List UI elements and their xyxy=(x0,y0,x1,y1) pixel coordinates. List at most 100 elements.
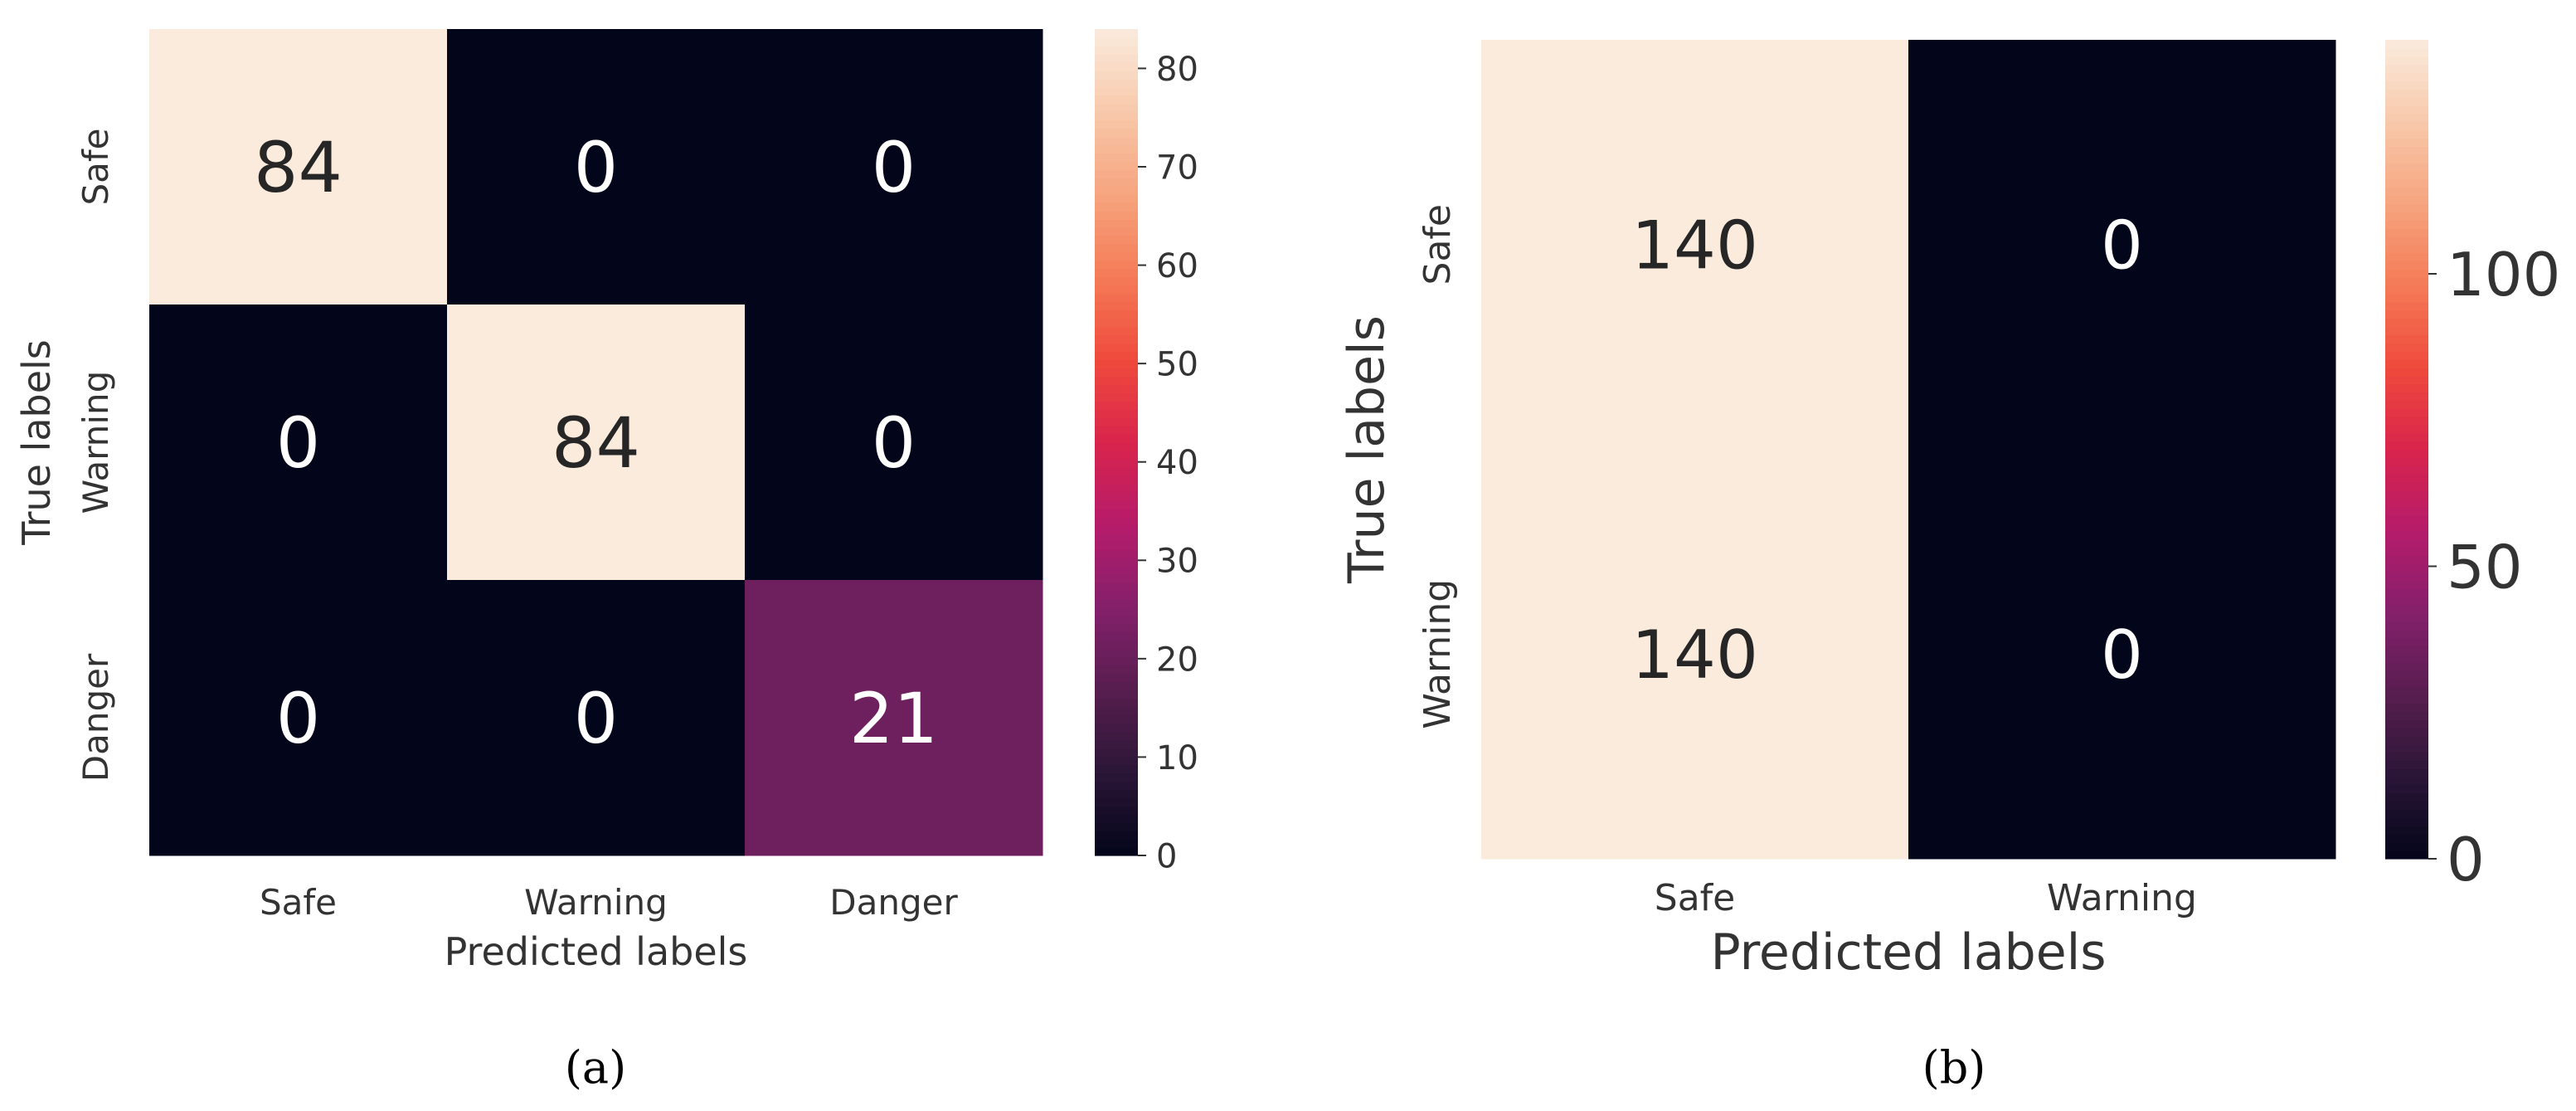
colorbar-segment xyxy=(2385,56,2428,66)
colorbar-segment xyxy=(2385,711,2428,720)
colorbar-segment xyxy=(1095,161,1138,170)
colorbar-segment xyxy=(1095,343,1138,353)
colorbar-segment xyxy=(1095,111,1138,121)
colorbar-segment xyxy=(2385,212,2428,221)
colorbar-segment xyxy=(2385,474,2428,483)
colorbar-segment xyxy=(1095,673,1138,683)
colorbar-segment xyxy=(2385,195,2428,204)
colorbar-segment xyxy=(1095,243,1138,253)
colorbar-tick-label: 60 xyxy=(1156,247,1198,285)
colorbar-segment xyxy=(1095,78,1138,88)
colorbar-segment xyxy=(1095,301,1138,311)
colorbar-segment xyxy=(2385,334,2428,344)
colorbar-segment xyxy=(1095,29,1138,38)
colorbar-segment xyxy=(1095,839,1138,848)
colorbar-segment xyxy=(2385,694,2428,704)
heatmap-cell xyxy=(1481,449,1909,860)
colorbar-segment xyxy=(1095,748,1138,758)
cell-value-label: 0 xyxy=(2101,207,2143,285)
colorbar-segment xyxy=(2385,801,2428,811)
colorbar-segment xyxy=(1095,103,1138,113)
colorbar-segment xyxy=(1095,53,1138,63)
colorbar-segment xyxy=(2385,793,2428,802)
colorbar-segment xyxy=(1095,690,1138,699)
colorbar-segment xyxy=(2385,129,2428,139)
x-tick-label: Safe xyxy=(260,882,337,923)
colorbar-segment xyxy=(2385,269,2428,278)
colorbar-segment xyxy=(1095,558,1138,567)
heatmap-cell xyxy=(149,29,448,305)
colorbar-segment xyxy=(1095,665,1138,675)
colorbar-segment xyxy=(2385,539,2428,548)
x-tick-label: Warning xyxy=(2047,877,2197,919)
colorbar-segment xyxy=(1095,194,1138,203)
colorbar-segment xyxy=(2385,457,2428,466)
colorbar-segment xyxy=(1095,136,1138,146)
cell-value-label: 0 xyxy=(276,678,320,759)
colorbar-segment xyxy=(2385,154,2428,163)
colorbar-segment xyxy=(2385,138,2428,147)
colorbar-tick-label: 50 xyxy=(2447,532,2523,602)
colorbar-segment xyxy=(1095,450,1138,460)
colorbar-segment xyxy=(1095,309,1138,319)
colorbar-segment xyxy=(1095,731,1138,741)
y-tick-label: Warning xyxy=(75,371,116,514)
colorbar-segment xyxy=(2385,261,2428,270)
colorbar-segment xyxy=(2385,752,2428,762)
colorbar-segment xyxy=(2385,432,2428,442)
colorbar-segment xyxy=(2385,400,2428,409)
cell-value-label: 0 xyxy=(872,402,916,484)
x-axis-label: Predicted labels xyxy=(445,929,748,974)
colorbar-segment xyxy=(1095,260,1138,270)
colorbar-tick-label: 30 xyxy=(1156,543,1198,581)
colorbar-segment xyxy=(2385,113,2428,123)
colorbar-segment xyxy=(2385,326,2428,335)
colorbar-segment xyxy=(1095,442,1138,451)
colorbar-segment xyxy=(2385,809,2428,819)
colorbar-segment xyxy=(2385,662,2428,671)
colorbar-segment xyxy=(1095,789,1138,798)
colorbar-segment xyxy=(1095,541,1138,551)
colorbar-segment xyxy=(1095,739,1138,749)
colorbar-tick-label: 80 xyxy=(1156,51,1198,89)
colorbar-segment xyxy=(2385,580,2428,589)
colorbar-segment xyxy=(2385,383,2428,393)
colorbar-segment xyxy=(2385,531,2428,540)
x-tick-label: Warning xyxy=(524,882,668,923)
colorbar-segment xyxy=(2385,760,2428,770)
colorbar-segment xyxy=(1095,566,1138,575)
colorbar-segment xyxy=(2385,236,2428,246)
panel-a: 84 0 0 0 84 0 0 0 21 Safe Warning Danger Safe Warning… xyxy=(14,29,1198,1094)
colorbar-segment xyxy=(2385,842,2428,851)
colorbar-segment xyxy=(1095,764,1138,773)
colorbar-segment xyxy=(1095,508,1138,518)
colorbar-segment xyxy=(2385,408,2428,417)
colorbar-segment xyxy=(2385,629,2428,639)
colorbar-segment xyxy=(1095,153,1138,162)
colorbar-segment xyxy=(2385,597,2428,606)
colorbar-segment xyxy=(2385,572,2428,582)
colorbar-segment xyxy=(1095,119,1138,129)
colorbar-segment xyxy=(2385,646,2428,655)
colorbar-segment xyxy=(2385,80,2428,90)
colorbar-segment xyxy=(1095,641,1138,650)
colorbar-segment xyxy=(1095,351,1138,360)
colorbar-segment xyxy=(2385,89,2428,98)
colorbar-segment xyxy=(2385,220,2428,229)
y-axis-label: True labels xyxy=(1338,315,1396,584)
colorbar-segment xyxy=(1095,831,1138,840)
colorbar-segment xyxy=(2385,612,2428,622)
colorbar-segment xyxy=(1095,236,1138,245)
colorbar-segment xyxy=(2385,47,2428,57)
y-tick-label: Warning xyxy=(1417,579,1459,729)
colorbar-segment xyxy=(1095,426,1138,435)
colorbar-tick-label: 0 xyxy=(1156,837,1177,875)
colorbar-segment xyxy=(1095,475,1138,485)
colorbar-segment xyxy=(1095,458,1138,468)
colorbar-segment xyxy=(1095,285,1138,295)
colorbar-segment xyxy=(2385,686,2428,696)
cell-value-label: 0 xyxy=(276,402,320,484)
colorbar-segment xyxy=(2385,285,2428,295)
colorbar-segment xyxy=(1095,359,1138,368)
